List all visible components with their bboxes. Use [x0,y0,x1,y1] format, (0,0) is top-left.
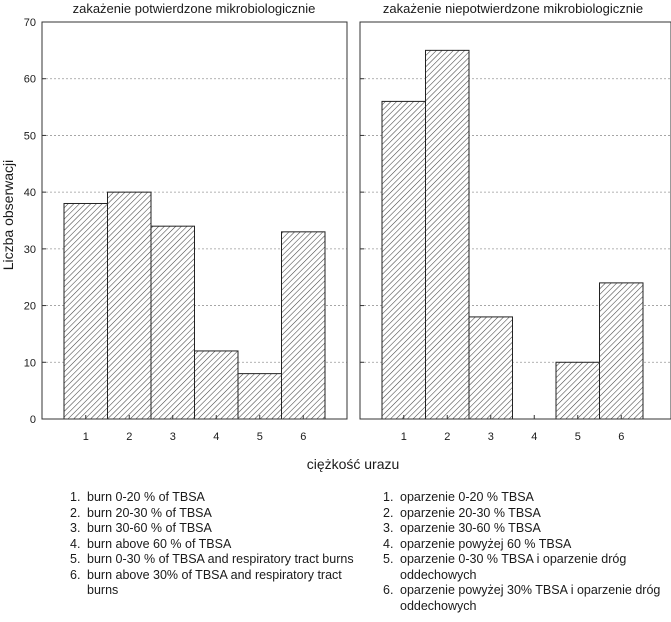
legend-polish: 1. oparzenie 0-20 % TBSA 2. oparzenie 20-30… [383,490,671,614]
legend-item-number: 2. [383,505,394,520]
bar-panel1-cat5 [237,373,282,420]
legend-item-number: 4. [70,536,81,551]
legend-item: 5. oparzenie 0-30 % TBSA i oparzenie dróg… [383,552,671,583]
legend-item-number: 5. [70,552,81,566]
bars-layer [63,49,644,420]
x-tick-label: 2 [444,431,450,443]
legend-item-number: 5. [383,552,394,566]
x-tick-label: 1 [401,431,407,443]
legend-item-text: burn above 60 % of TBSA [87,536,232,551]
y-tick-label: 20 [24,301,36,313]
y-tick-label: 50 [24,130,36,142]
bar-panel2-cat1 [381,100,426,420]
y-tick-label: 60 [24,74,36,86]
y-tick-label: 30 [24,244,36,256]
legend-item-number: 1. [70,490,81,504]
legend-item-text: burn above 30% of TBSA and respiratory t… [87,567,342,598]
legend-item-text: oparzenie powyżej 30% TBSA i oparzenie d… [400,583,661,613]
bar-panel1-cat4 [194,350,239,420]
legend-item-text: oparzenie powyżej 60 % TBSA [400,536,572,551]
legend-item: 4. burn above 60 % of TBSA [70,537,360,553]
panel-title-left: zakażenie potwierdzone mikrobiologicznie [73,1,316,16]
legend-item-number: 3. [70,521,81,535]
bar-panel2-cat3 [468,316,513,420]
legend-item-text: oparzenie 0-20 % TBSA [400,490,534,504]
legend-item: 3. oparzenie 30-60 % TBSA [383,521,671,537]
x-tick-label: 4 [213,431,219,443]
frame-layer [41,21,671,420]
legend-item: 6. burn above 30% of TBSA and respiratory… [70,568,360,599]
legend-item-text: burn 0-30 % of TBSA and respiratory trac… [87,552,354,566]
bar-panel1-cat1 [63,202,108,420]
legend-item: 1. burn 0-20 % of TBSA [70,490,360,506]
axis-layer: 0 10 20 30 40 50 60 70 1 2 3 4 5 6 1 2 3 4 5 6 [24,17,625,443]
x-tick-label: 3 [170,431,176,443]
legend-item: 1. oparzenie 0-20 % TBSA [383,490,671,506]
x-tick-label: 6 [300,431,306,443]
y-tick-label: 70 [24,17,36,29]
legend-item-number: 3. [383,521,394,535]
y-tick-label: 10 [24,357,36,369]
legend-item-text: burn 30-60 % of TBSA [87,521,212,535]
legend-item: 2. burn 20-30 % of TBSA [70,506,360,522]
bar-panel2-cat5 [555,361,600,420]
x-tick-label: 5 [575,431,581,443]
x-tick-label: 1 [83,431,89,443]
legend-item-text: burn 0-20 % of TBSA [87,490,205,504]
legend-item: 2. oparzenie 20-30 % TBSA [383,506,671,522]
legend-item: 6. oparzenie powyżej 30% TBSA i oparzenie… [383,583,671,614]
panel-title-right: zakażenie niepotwierdzone mikrobiologicz… [383,1,643,16]
chart-canvas: 0 10 20 30 40 50 60 70 1 2 3 4 5 6 1 2 3 4 5 6 zakażenie po… [0,1,671,472]
y-tick-label: 40 [24,187,36,199]
legend-item-text: oparzenie 0-30 % TBSA i oparzenie dróg o… [400,552,627,582]
bar-panel2-cat6 [599,282,644,420]
legend-item: 3. burn 30-60 % of TBSA [70,521,360,537]
legend-item-text: oparzenie 20-30 % TBSA [400,505,541,520]
x-tick-label: 6 [618,431,624,443]
legend-english: 1. burn 0-20 % of TBSA 2. burn 20-30 % of T… [70,490,360,599]
x-tick-label: 5 [257,431,263,443]
legend-item-text: burn 20-30 % of TBSA [87,505,212,520]
legend-item-number: 6. [383,583,394,597]
bar-panel1-cat6 [281,231,326,420]
legend-item: 5. burn 0-30 % of TBSA and respiratory tr… [70,552,360,568]
bar-panel1-cat3 [150,225,195,420]
x-axis-label: ciężkość urazu [307,456,400,472]
legend-item-number: 4. [383,536,394,551]
x-tick-label: 3 [488,431,494,443]
panel-frame-left [41,21,348,420]
bar-panel1-cat2 [107,191,152,420]
y-tick-label: 0 [30,414,36,426]
y-axis-label: Liczba obserwacji [0,160,16,271]
x-tick-label: 2 [126,431,132,443]
legend-item-number: 6. [70,567,81,582]
legend-item-number: 2. [70,505,81,520]
panel-frame-right [359,21,671,420]
legend-item: 4. oparzenie powyżej 60 % TBSA [383,537,671,553]
legend-item-number: 1. [383,490,394,504]
bar-panel2-cat2 [425,49,470,420]
x-tick-label: 4 [531,431,537,443]
legend-item-text: oparzenie 30-60 % TBSA [400,521,541,535]
